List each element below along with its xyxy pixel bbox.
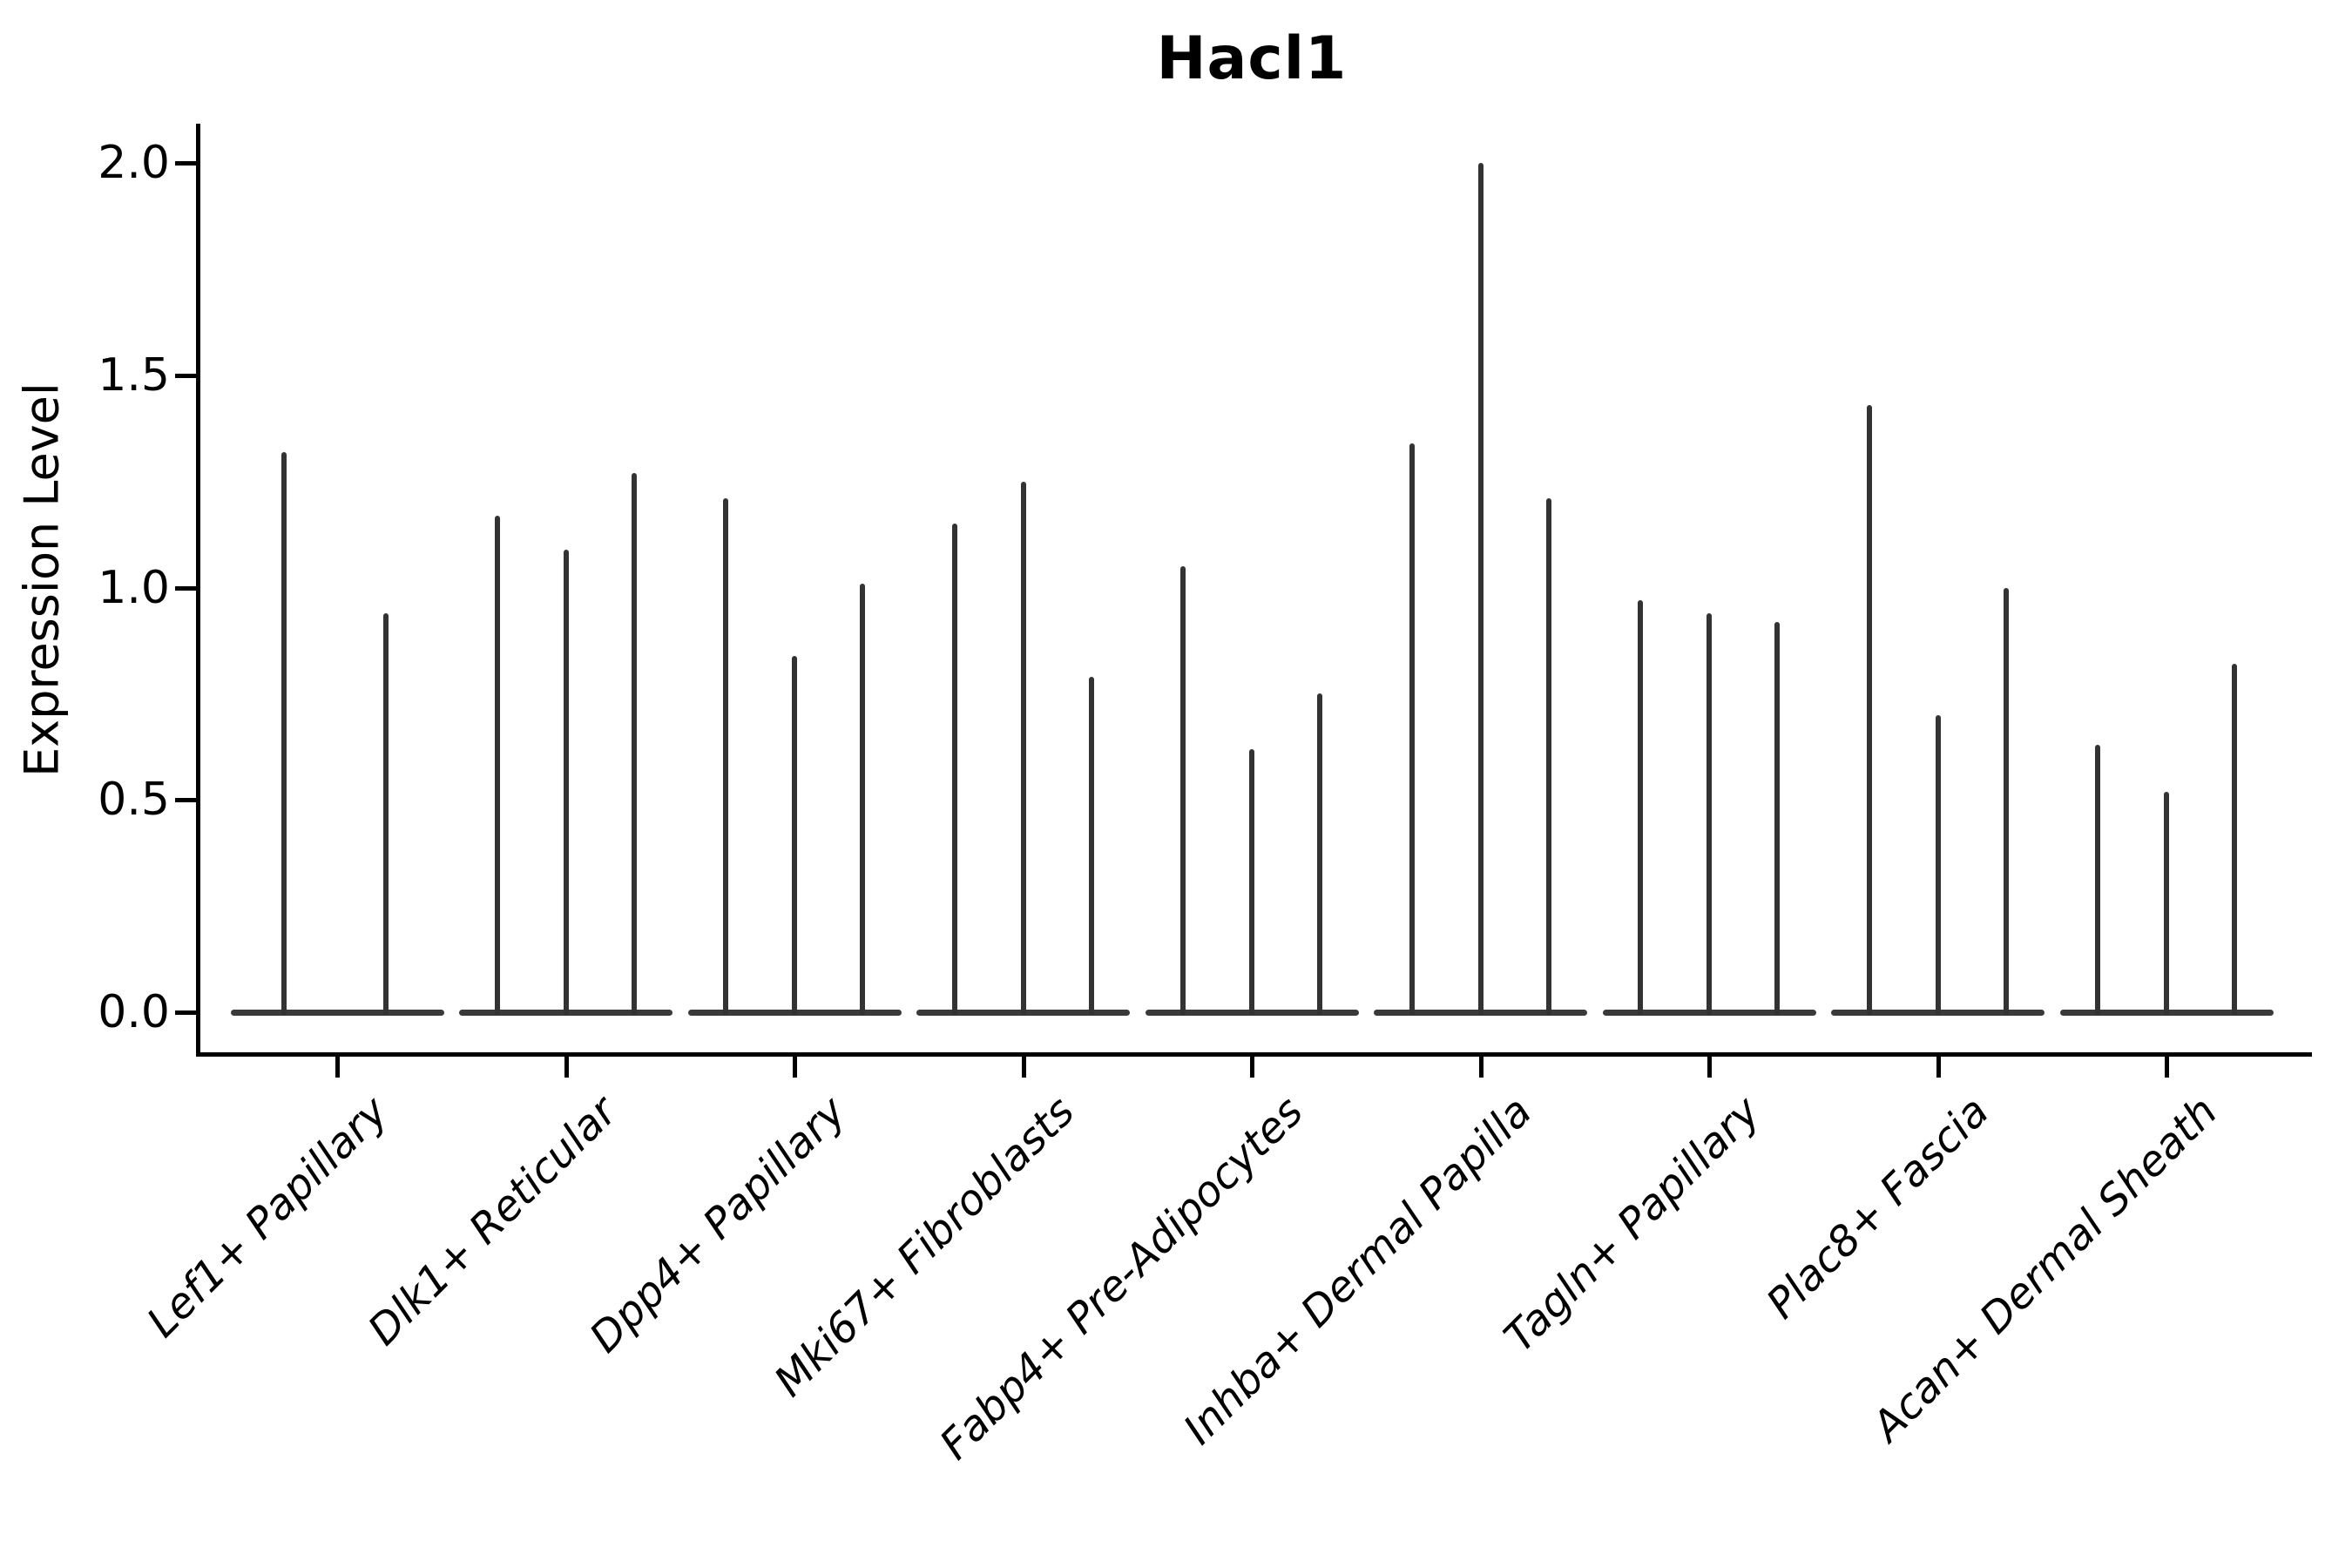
x-tick-mark	[1478, 1057, 1484, 1078]
violin-spike-acan-0	[2095, 744, 2100, 1015]
y-tick-mark	[175, 161, 196, 166]
x-tick-mark	[564, 1057, 569, 1078]
violin-spike-tagln-0	[1638, 600, 1643, 1015]
violin-spike-lef1-0	[281, 451, 287, 1015]
x-tick-mark	[793, 1057, 797, 1078]
y-tick-mark	[175, 1010, 196, 1015]
violin-spike-acan-2	[2232, 664, 2237, 1015]
violin-spike-lef1-1	[383, 612, 389, 1015]
violin-spike-dlk1-0	[494, 515, 500, 1015]
y-tick-mark	[175, 585, 196, 591]
violin-spike-mki67-2	[1088, 676, 1094, 1015]
violin-baseline	[230, 1010, 444, 1016]
y-tick-label: 0.0	[98, 986, 170, 1038]
x-tick-mark	[1250, 1057, 1254, 1078]
violin-spike-inhba-2	[1545, 498, 1551, 1015]
x-tick-mark	[1707, 1057, 1712, 1078]
violin-spike-tagln-2	[1774, 621, 1780, 1015]
x-axis-spine	[196, 1052, 2312, 1057]
y-tick-mark	[175, 798, 196, 803]
x-tick-label: Plac8+ Fascia	[1757, 1087, 1999, 1328]
violin-spike-fabp4-2	[1317, 693, 1322, 1015]
violin-spike-acan-1	[2164, 791, 2169, 1015]
x-tick-label: Dpp4+ Papillary	[580, 1087, 855, 1362]
violin-spike-fabp4-0	[1180, 566, 1186, 1015]
violin-spike-inhba-1	[1477, 163, 1484, 1015]
violin-spike-plac8-1	[1935, 714, 1941, 1015]
y-axis-spine	[196, 124, 200, 1057]
x-tick-mark	[1936, 1057, 1941, 1078]
violin-spike-tagln-1	[1707, 612, 1712, 1015]
chart-title: Hacl1	[1156, 24, 1348, 93]
violin-spike-dlk1-2	[631, 472, 637, 1015]
y-tick-label: 1.5	[98, 348, 170, 402]
x-tick-label: Tagln+ Papillary	[1495, 1087, 1770, 1362]
violin-spike-dpp4-1	[792, 655, 797, 1015]
violin-spike-plac8-0	[1866, 404, 1872, 1015]
y-tick-label: 1.0	[98, 561, 170, 614]
y-tick-mark	[175, 373, 196, 378]
violin-spike-dlk1-1	[563, 549, 569, 1015]
violin-spike-mki67-1	[1020, 481, 1026, 1015]
y-tick-label: 2.0	[98, 137, 170, 189]
x-tick-mark	[1021, 1057, 1026, 1078]
x-tick-mark	[335, 1057, 340, 1078]
violin-spike-dpp4-0	[723, 498, 728, 1015]
violin-spike-inhba-0	[1409, 443, 1415, 1015]
violin-spike-dpp4-2	[860, 583, 865, 1015]
x-tick-label: Fabp4+ Pre-Adipocytes	[930, 1087, 1313, 1470]
violin-spike-plac8-2	[2003, 587, 2009, 1015]
x-tick-mark	[2165, 1057, 2169, 1078]
x-tick-label: Lef1+ Papillary	[138, 1087, 398, 1348]
violin-spike-fabp4-1	[1249, 748, 1254, 1015]
y-tick-label: 0.5	[98, 774, 170, 827]
violin-spike-mki67-0	[951, 524, 957, 1015]
x-tick-label: Dlk1+ Reticular	[358, 1087, 627, 1355]
